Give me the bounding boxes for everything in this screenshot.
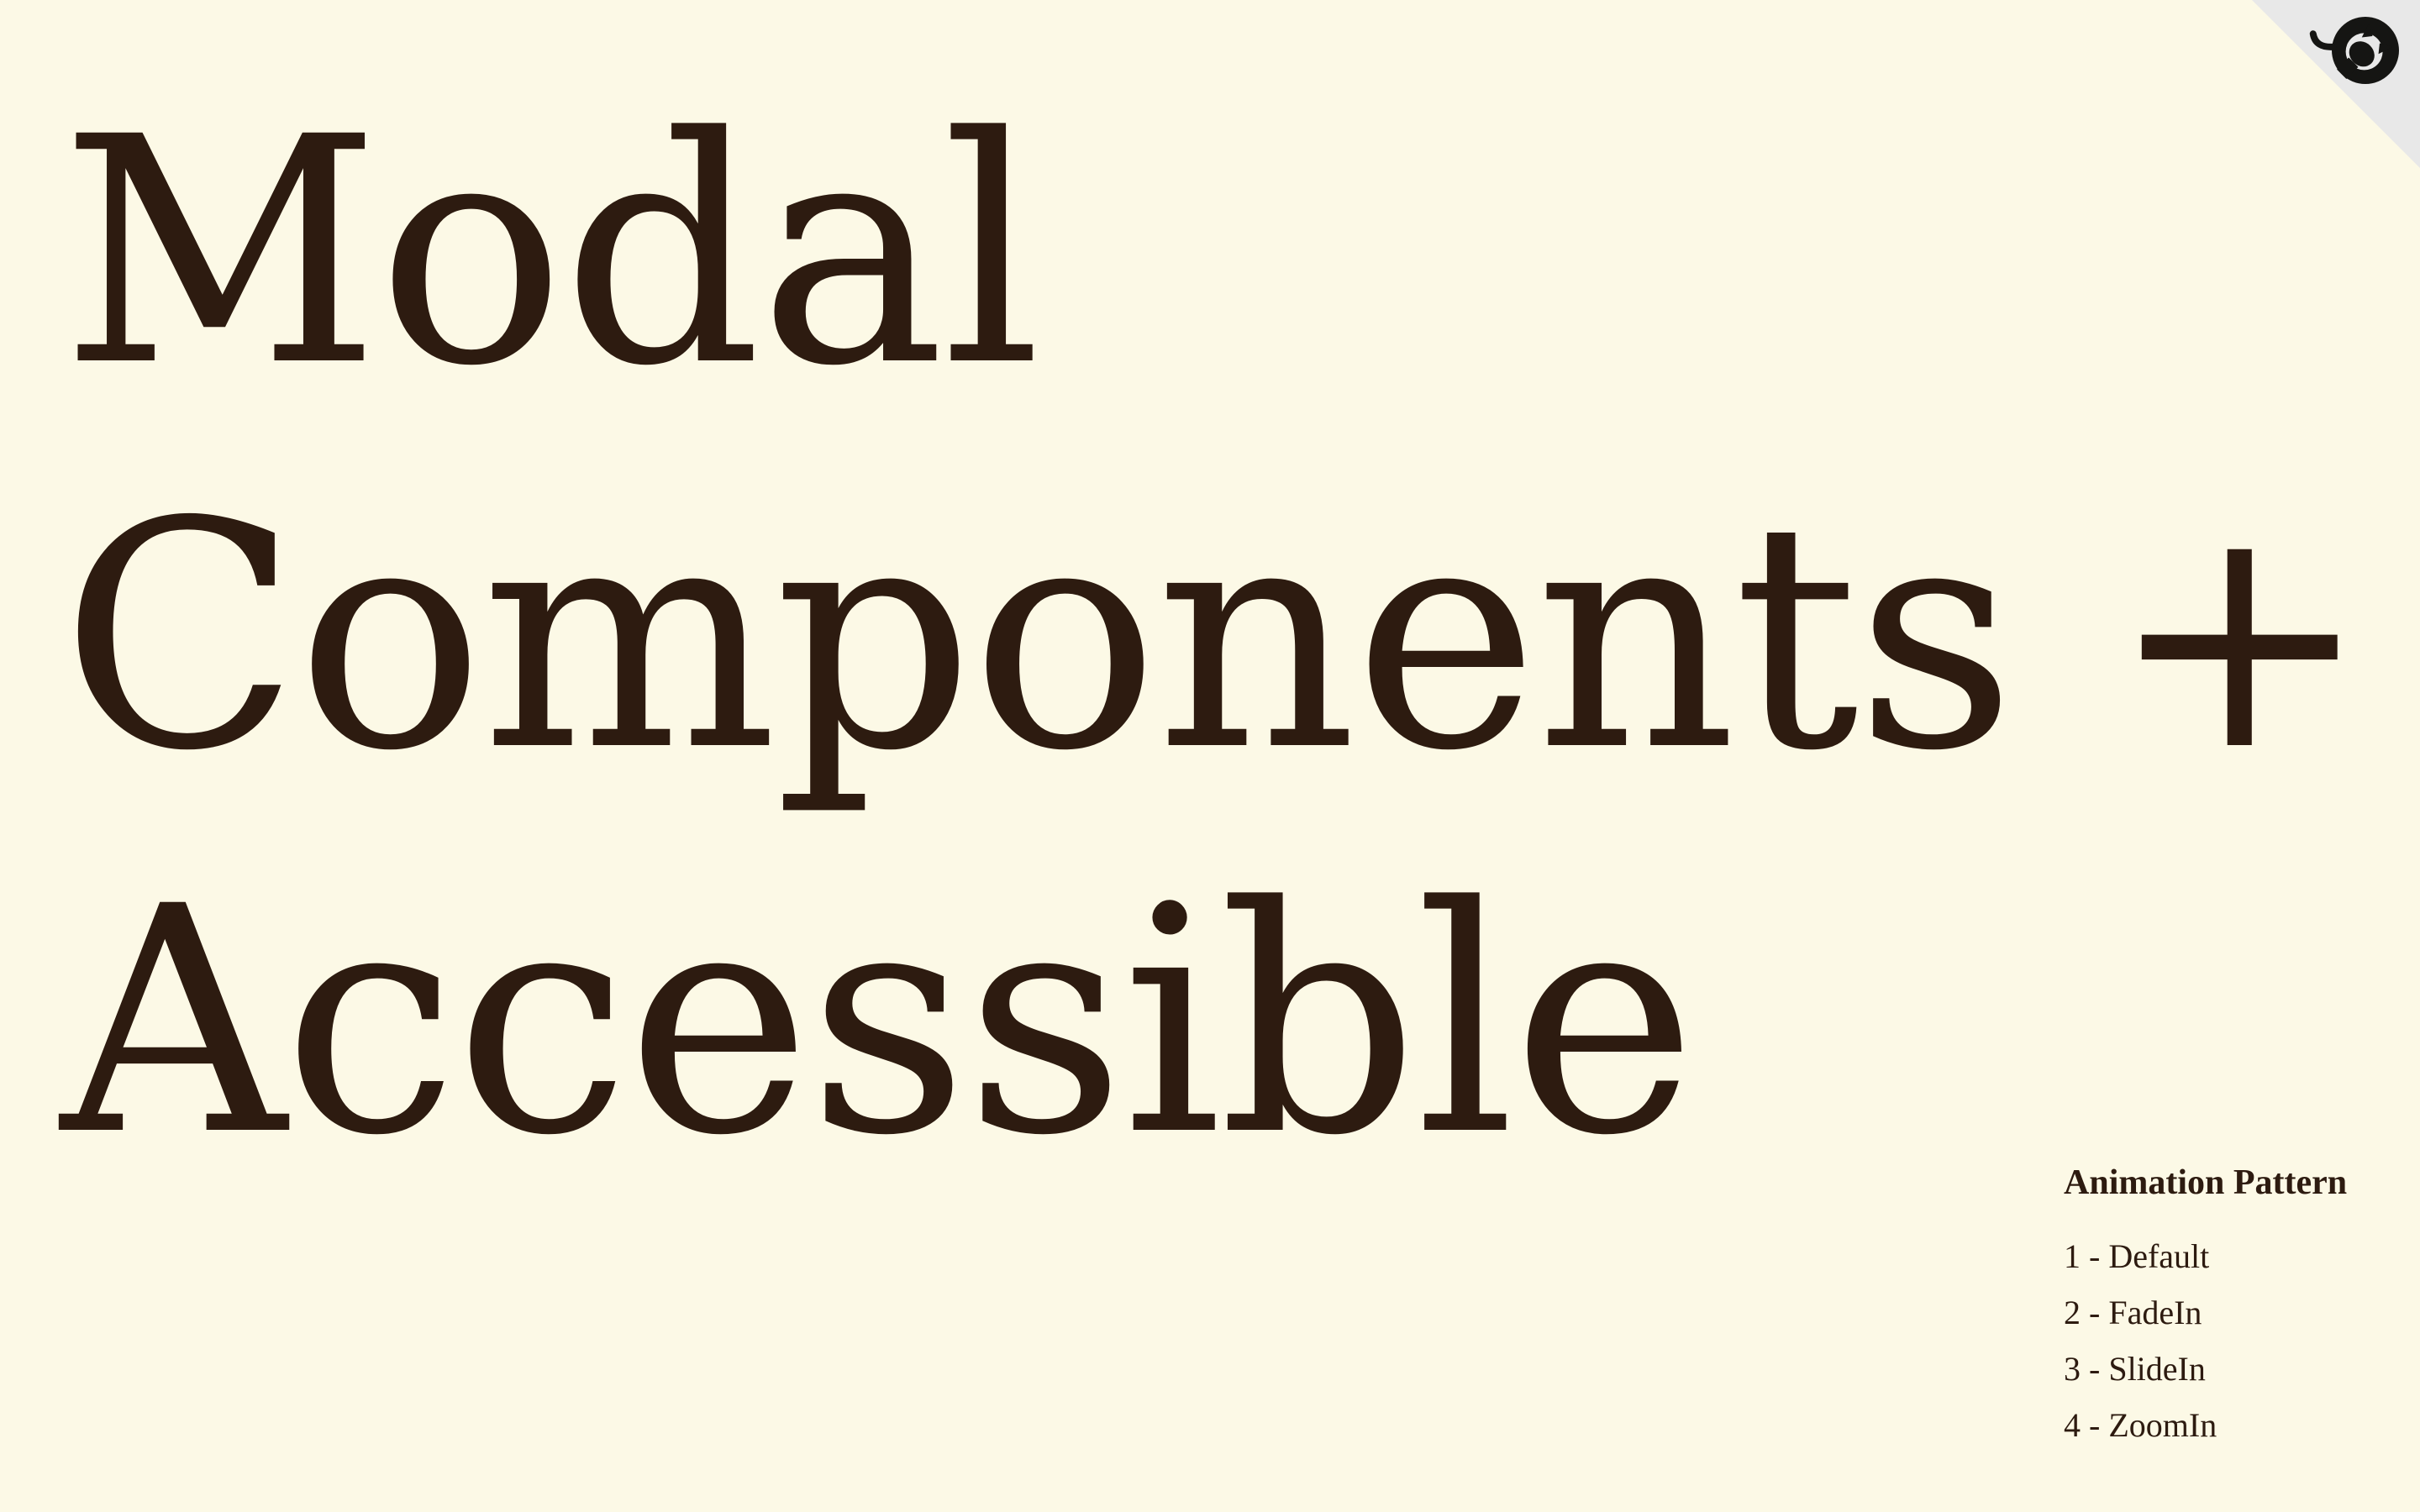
animation-pattern-heading: Animation Pattern [2064,1163,2348,1202]
title-line-2: Components + [60,455,2370,819]
animation-pattern-list: 1 - Default 2 - FadeIn 3 - SlideIn 4 - Z… [2064,1228,2347,1453]
animation-option-slidein[interactable]: 3 - SlideIn [2064,1350,2206,1388]
corner-triangle [2252,0,2420,168]
animation-pattern-menu: Animation Pattern 1 - Default 2 - FadeIn… [2064,1159,2347,1453]
github-corner-link[interactable] [2252,0,2420,168]
title-line-3: Accessible [60,840,1697,1204]
animation-option-fadein[interactable]: 2 - FadeIn [2064,1294,2202,1331]
page-title: Modal Components + Accessible [60,60,2370,1215]
github-corner [2252,0,2420,168]
animation-option-zoomin[interactable]: 4 - ZoomIn [2064,1406,2217,1444]
animation-option-default[interactable]: 1 - Default [2064,1237,2210,1275]
github-octocat-icon [2309,16,2399,84]
title-line-1: Modal [60,71,1042,434]
